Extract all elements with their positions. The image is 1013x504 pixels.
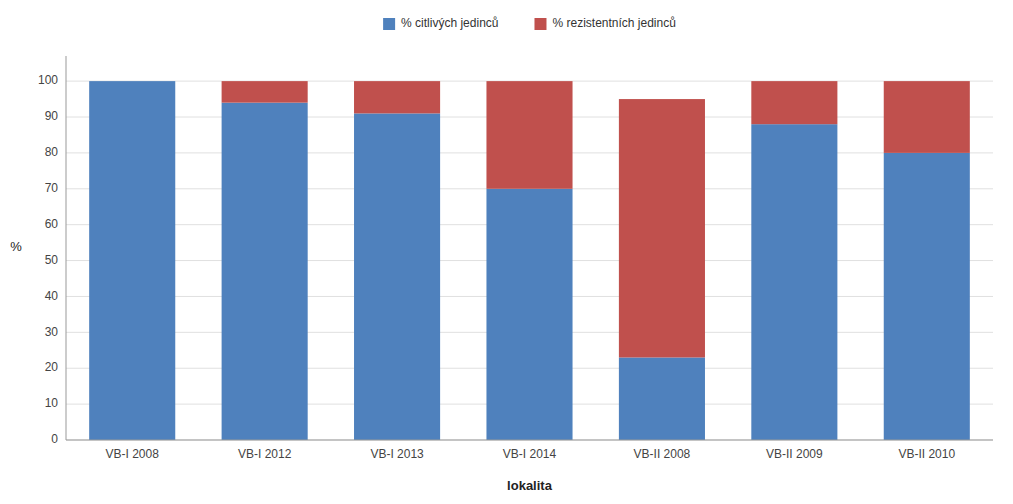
- bar: [89, 81, 175, 440]
- bar: [619, 357, 705, 440]
- bar: [751, 124, 837, 440]
- grid-line: [66, 440, 993, 441]
- y-tick-label: 100: [38, 73, 58, 87]
- bar: [751, 81, 837, 124]
- x-tick-label: VB-I 2013: [370, 447, 424, 461]
- bar: [884, 153, 970, 440]
- y-tick-label: 40: [45, 289, 59, 303]
- x-tick-label: VB-II 2009: [766, 447, 823, 461]
- y-tick-label: 10: [45, 396, 59, 410]
- legend-label: % citlivých jedinců: [401, 16, 498, 30]
- legend: % citlivých jedinců % rezistentních jedin…: [383, 16, 676, 30]
- legend-item: % citlivých jedinců: [383, 16, 498, 30]
- x-ticks: VB-I 2008 VB-I 2012 VB-I 2013 VB-I 2014 VB-I…: [106, 447, 956, 461]
- bar: [222, 81, 308, 103]
- x-tick-label: VB-I 2012: [238, 447, 292, 461]
- grid: [66, 81, 993, 440]
- x-tick-label: VB-I 2008: [106, 447, 160, 461]
- y-tick-label: 80: [45, 145, 59, 159]
- bar: [486, 189, 572, 440]
- legend-swatch: [383, 18, 395, 30]
- x-tick-label: VB-I 2014: [503, 447, 557, 461]
- x-axis-line: [66, 440, 993, 441]
- y-axis-line: [66, 56, 67, 440]
- y-tick-label: 0: [51, 432, 58, 446]
- bar: [884, 81, 970, 153]
- legend-label: % rezistentních jedinců: [552, 16, 675, 30]
- bar: [486, 81, 572, 189]
- y-tick-label: 30: [45, 325, 59, 339]
- x-axis-label: lokalita: [507, 478, 553, 493]
- y-tick-label: 70: [45, 181, 59, 195]
- legend-item: % rezistentních jedinců: [534, 16, 675, 30]
- y-tick-label: 90: [45, 109, 59, 123]
- bar: [222, 103, 308, 440]
- y-tick-label: 60: [45, 217, 59, 231]
- bar: [354, 113, 440, 440]
- bar: [354, 81, 440, 113]
- bars: [89, 81, 970, 440]
- x-tick-label: VB-II 2008: [634, 447, 691, 461]
- legend-swatch: [534, 18, 546, 30]
- x-tick-label: VB-II 2010: [898, 447, 955, 461]
- y-tick-label: 50: [45, 253, 59, 267]
- y-tick-label: 20: [45, 360, 59, 374]
- bar: [619, 99, 705, 357]
- chart: 0 10 20 30 40 50 60 70 80 90 100 VB-I 2008 VB-I 2012…: [0, 0, 1013, 504]
- bar: [89, 81, 175, 82]
- y-ticks: 0 10 20 30 40 50 60 70 80 90 100: [38, 73, 58, 446]
- y-axis-label: %: [10, 239, 22, 254]
